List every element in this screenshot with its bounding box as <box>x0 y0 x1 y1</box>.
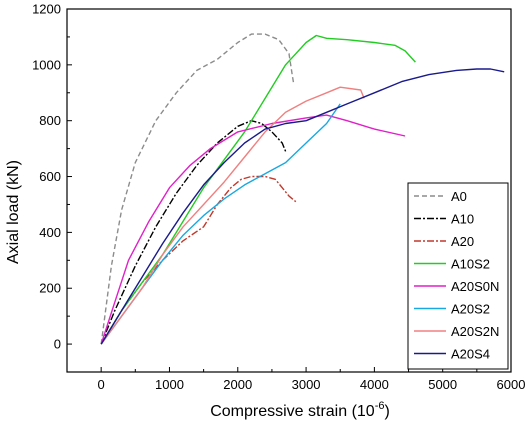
legend: A0 A10 A20 A10S2 A20S0N A20S2 A20S2N A20S4 <box>407 182 509 370</box>
y-tick-label: 1200 <box>32 2 61 17</box>
legend-label: A10S2 <box>451 257 490 272</box>
legend-label: A20S0N <box>451 279 499 294</box>
x-axis-label-main: Compressive strain (10 <box>210 403 375 420</box>
y-tick-label: 0 <box>54 337 61 352</box>
series-line-a20s0n <box>100 114 406 345</box>
legend-label: A20S2 <box>451 302 490 317</box>
series-line-a10 <box>100 120 287 345</box>
series-line-a20s4 <box>100 68 505 345</box>
series-line-a20s2n <box>100 86 365 345</box>
plot-frame <box>66 8 512 373</box>
x-tick-label: 1000 <box>155 377 184 392</box>
x-tick-label: 4000 <box>360 377 389 392</box>
series-layer <box>100 33 505 345</box>
axes-layer: 0 1000 2000 3000 4000 5000 6000 0 200 400 600 800 10… <box>32 2 525 393</box>
x-tick-label: 0 <box>98 377 105 392</box>
x-axis-label-superscript: -6 <box>375 400 385 412</box>
legend-label: A20S2N <box>451 324 499 339</box>
series-line-a10s2 <box>100 34 416 345</box>
y-tick-label: 200 <box>39 281 61 296</box>
legend-label: A0 <box>451 189 467 204</box>
y-tick-label: 1000 <box>32 57 61 72</box>
x-tick-label: 2000 <box>223 377 252 392</box>
series-line-a20 <box>100 175 297 345</box>
legend-label: A20 <box>451 234 474 249</box>
series-line-a0 <box>100 33 295 345</box>
x-tick-label: 6000 <box>497 377 526 392</box>
y-tick-label: 600 <box>39 169 61 184</box>
legend-label: A20S4 <box>451 347 490 362</box>
y-axis-label: Axial load (kN) <box>5 160 22 264</box>
x-tick-label: 3000 <box>292 377 321 392</box>
x-tick-label: 5000 <box>428 377 457 392</box>
y-tick-label: 800 <box>39 113 61 128</box>
legend-box <box>407 182 509 370</box>
legend-label: A10 <box>451 212 474 227</box>
y-tick-label: 400 <box>39 225 61 240</box>
x-axis-label: Compressive strain (10-6) <box>210 400 390 420</box>
x-axis-label-end: ) <box>384 403 389 420</box>
